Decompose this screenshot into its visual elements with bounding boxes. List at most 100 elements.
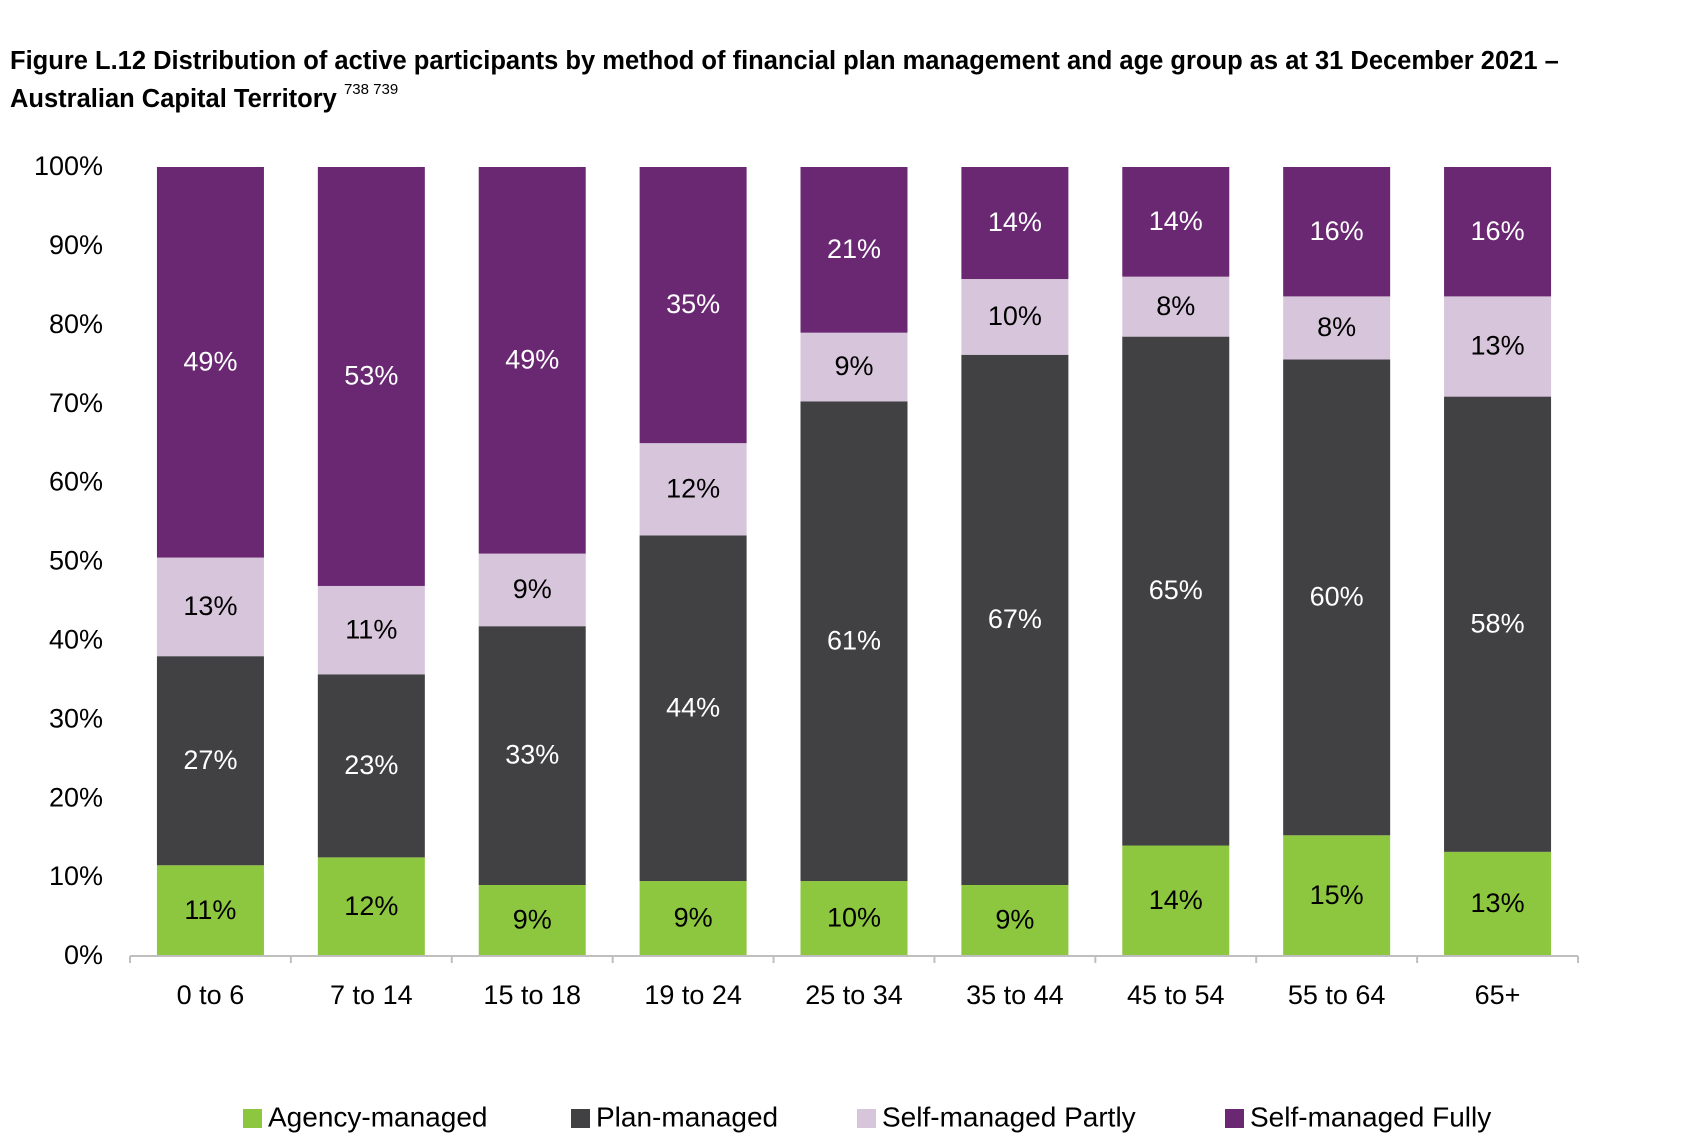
y-tick-label: 10% <box>49 861 103 891</box>
bar-segment <box>1283 359 1391 836</box>
bar-segment <box>961 884 1069 956</box>
bar-segment <box>639 443 747 536</box>
y-tick-label: 50% <box>49 546 103 576</box>
data-label: 14% <box>1149 206 1203 236</box>
data-label: 58% <box>1471 608 1525 638</box>
legend: Agency-managed Plan-managed Self-managed P… <box>243 1101 1491 1132</box>
data-label: 16% <box>1471 216 1525 246</box>
y-tick-label: 20% <box>49 782 103 812</box>
data-label: 44% <box>666 692 720 722</box>
data-label: 16% <box>1310 216 1364 246</box>
legend-swatch <box>571 1109 590 1128</box>
legend-swatch <box>1225 1109 1244 1128</box>
data-label: 10% <box>988 301 1042 331</box>
data-label: 9% <box>995 905 1034 935</box>
bar-segment <box>317 167 425 586</box>
bar-segment <box>961 279 1069 355</box>
bar-segment <box>156 167 264 558</box>
bar-segment <box>639 167 747 444</box>
bar-segment <box>156 557 264 657</box>
data-label: 14% <box>1149 885 1203 915</box>
data-label: 10% <box>827 903 881 933</box>
data-label: 13% <box>1471 888 1525 918</box>
bar-segment <box>800 332 908 402</box>
data-label: 9% <box>513 574 552 604</box>
bar-segment <box>478 167 586 554</box>
title-footnote-refs: 738 739 <box>343 81 399 98</box>
x-tick-label: 25 to 34 <box>805 980 903 1010</box>
legend-label: Self-managed Partly <box>882 1101 1136 1132</box>
y-tick-label: 40% <box>49 625 103 655</box>
legend-label: Self-managed Fully <box>1250 1101 1491 1132</box>
x-tick-label: 35 to 44 <box>966 980 1064 1010</box>
data-label: 13% <box>183 591 237 621</box>
y-tick-label: 0% <box>64 940 103 970</box>
data-label: 49% <box>183 346 237 376</box>
bar-segment <box>317 857 425 956</box>
y-tick-label: 90% <box>49 230 103 260</box>
bar-segment <box>478 626 586 885</box>
data-label: 67% <box>988 604 1042 634</box>
bar-segment <box>639 535 747 882</box>
data-label: 23% <box>344 750 398 780</box>
chart-title-text: Figure L.12 Distribution of active parti… <box>10 47 1559 113</box>
bar-segment <box>478 553 586 627</box>
data-label: 9% <box>513 905 552 935</box>
data-label: 27% <box>183 745 237 775</box>
bar-segment <box>1283 296 1391 360</box>
legend-label: Agency-managed <box>268 1101 487 1132</box>
data-label: 8% <box>1317 312 1356 342</box>
bar-segment <box>1122 845 1230 956</box>
data-label: 8% <box>1156 291 1195 321</box>
y-tick-label: 80% <box>49 309 103 339</box>
bar-segment <box>1283 167 1391 297</box>
bar-segment <box>1444 296 1552 397</box>
x-tick-label: 19 to 24 <box>644 980 742 1010</box>
data-label: 65% <box>1149 575 1203 605</box>
data-label: 21% <box>827 234 881 264</box>
data-label: 11% <box>184 895 236 925</box>
bars-area <box>156 167 1552 956</box>
data-label: 13% <box>1471 331 1525 361</box>
data-label: 12% <box>344 891 398 921</box>
y-tick-label: 60% <box>49 467 103 497</box>
legend-label: Plan-managed <box>596 1101 778 1132</box>
data-label: 14% <box>988 207 1042 237</box>
bar-segment <box>800 167 908 333</box>
x-tick-label: 0 to 6 <box>177 980 245 1010</box>
bar-segment <box>156 656 264 866</box>
data-label: 33% <box>505 740 559 770</box>
data-label: 12% <box>666 473 720 503</box>
x-axis: 0 to 6 7 to 14 15 to 18 19 to 24 25 to 34 35 … <box>129 955 1579 1010</box>
bar-segment <box>1122 167 1230 277</box>
x-tick-label: 7 to 14 <box>330 980 413 1010</box>
data-label: 9% <box>834 351 873 381</box>
bar-segment <box>800 881 908 956</box>
y-tick-label: 30% <box>49 703 103 733</box>
bar-segment <box>961 167 1069 280</box>
bar-segment <box>317 674 425 858</box>
y-tick-label: 100% <box>34 151 103 181</box>
y-axis: 0% 10% 20% 30% 40% 50% 60% 70% 80% 90% 100% <box>34 151 103 970</box>
data-labels: 11% 27% 13% 49% 12% 23% 11% 53% 9% 33% 9% 49% 9% 44% 1… <box>183 206 1524 935</box>
x-tick-label: 45 to 54 <box>1127 980 1225 1010</box>
bar-segment <box>317 585 425 675</box>
x-tick-label: 55 to 64 <box>1288 980 1386 1010</box>
data-label: 61% <box>827 625 881 655</box>
bar-segment <box>1122 276 1230 337</box>
bar-segment <box>1444 167 1552 297</box>
bar-segment <box>156 865 264 956</box>
legend-swatch <box>243 1109 262 1128</box>
data-label: 9% <box>674 903 713 933</box>
bar-segment <box>1444 396 1552 852</box>
bar-segment <box>1122 336 1230 846</box>
x-tick-label: 15 to 18 <box>483 980 581 1010</box>
data-label: 35% <box>666 289 720 319</box>
y-tick-label: 70% <box>49 388 103 418</box>
data-label: 11% <box>345 614 397 644</box>
data-label: 15% <box>1310 880 1364 910</box>
bar-segment <box>961 354 1069 885</box>
bar-segment <box>639 881 747 956</box>
data-label: 49% <box>505 344 559 374</box>
